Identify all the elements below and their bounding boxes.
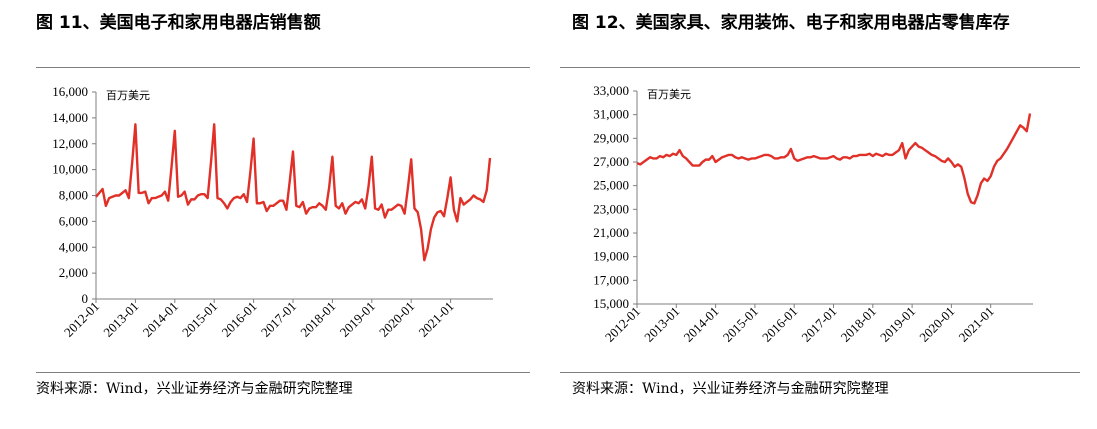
x-tick-label: 2015-01 [179,299,220,340]
x-tick-label: 2017-01 [798,304,839,345]
y-tick-label: 4,000 [59,239,88,254]
x-tick-label: 2021-01 [415,299,456,340]
x-tick-label: 2019-01 [337,299,378,340]
figure-11-title: 图 11、美国电子和家用电器店销售额 [36,13,321,33]
y-tick-label: 10,000 [52,162,88,177]
figure-11-bottom-rule [36,372,530,373]
unit-label: 百万美元 [106,89,150,102]
figure-11-chart: 0 2,000 4,000 6,000 8,000 10,000 12,000 14,000 1… [52,84,493,340]
y-tick-label: 2,000 [59,265,88,280]
x-tick-label: 2016-01 [218,299,259,340]
x-tick-label: 2014-01 [680,304,721,345]
y-tick-label: 23,000 [593,201,629,216]
series-line [95,123,492,262]
x-tick-label: 2013-01 [100,299,141,340]
y-tick-label: 8,000 [59,188,88,203]
figure-12-panel: 图 12、美国家具、家用装饰、电子和家用电器店零售库存 15,000 17,000… [558,0,1097,429]
figure-12-bottom-rule [560,372,1080,373]
x-tick-label: 2013-01 [641,304,682,345]
y-tick-label: 27,000 [593,154,629,169]
y-tick-label: 19,000 [593,249,629,264]
y-tick-label: 12,000 [52,136,88,151]
y-tick-label: 14,000 [52,110,88,125]
y-tick-label: 25,000 [593,178,629,193]
y-tick-label: 0 [82,291,89,306]
x-tick-label: 2017-01 [258,299,299,340]
y-tick-label: 21,000 [593,225,629,240]
y-tick-label: 15,000 [593,296,629,311]
x-tick-label: 2020-01 [376,299,417,340]
y-tick-label: 16,000 [52,84,88,99]
series-line [636,113,1032,205]
x-tick-label: 2021-01 [956,304,997,345]
x-tick-label: 2014-01 [140,299,181,340]
y-tick-label: 17,000 [593,272,629,287]
x-tick-label: 2015-01 [720,304,761,345]
x-tick-label: 2020-01 [916,304,957,345]
figure-11-source: 资料来源：Wind，兴业证券经济与金融研究院整理 [36,381,353,397]
x-tick-label: 2018-01 [838,304,879,345]
figure-12-source: 资料来源：Wind，兴业证券经济与金融研究院整理 [572,381,889,397]
figure-11-top-rule [36,67,530,68]
figure-12-chart: 15,000 17,000 19,000 21,000 23,000 25,000 27,0… [593,83,1033,345]
x-tick-label: 2019-01 [877,304,918,345]
y-tick-label: 31,000 [593,107,629,122]
y-tick-label: 29,000 [593,130,629,145]
y-tick-label: 33,000 [593,83,629,98]
figure-12-title: 图 12、美国家具、家用装饰、电子和家用电器店零售库存 [572,13,1010,33]
unit-label: 百万美元 [647,88,691,101]
figure-11-panel: 图 11、美国电子和家用电器店销售额 0 2,000 4,000 6,000 8,000… [0,0,540,429]
x-tick-label: 2016-01 [759,304,800,345]
x-tick-label: 2018-01 [297,299,338,340]
figure-12-top-rule [560,67,1080,68]
y-tick-label: 6,000 [59,213,88,228]
